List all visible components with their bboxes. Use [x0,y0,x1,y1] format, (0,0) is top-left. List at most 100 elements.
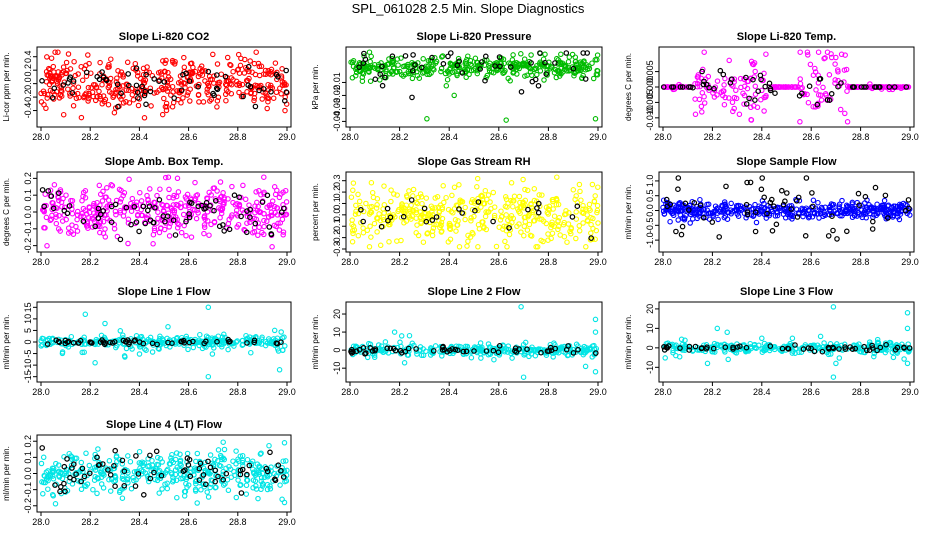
data-point [432,343,439,349]
data-point [102,320,108,327]
data-point-reference [283,89,290,95]
data-point-reference [402,348,409,355]
data-point-reference [264,468,271,475]
data-point-reference [668,84,675,90]
data-point [263,338,269,345]
data-point [181,80,187,86]
data-point-reference [535,209,542,216]
data-point-reference [903,84,910,90]
data-point [517,199,523,206]
data-point [786,84,792,90]
data-point-reference [496,342,503,349]
data-point [129,346,135,352]
data-point [92,360,98,366]
data-point [592,329,599,335]
data-point-reference [513,349,520,355]
data-point [369,189,376,196]
data-point [413,348,420,354]
data-point [394,56,401,62]
data-point [256,72,263,79]
panel-title: Slope Line 3 Flow [740,286,833,298]
data-point-reference [482,53,489,60]
data-point [408,216,414,222]
data-point [102,226,108,232]
data-point [899,84,906,90]
data-point [427,348,434,354]
data-point-reference [73,471,79,478]
data-point [582,363,589,370]
data-point-reference [133,65,140,72]
data-point-reference [244,471,250,478]
data-point [843,66,850,73]
data-point [714,325,721,332]
data-point [205,470,212,476]
data-point [443,83,450,89]
data-point-reference [121,468,128,475]
data-point-reference [730,344,736,351]
data-point-reference [263,465,270,472]
data-point [108,56,114,62]
data-point [160,58,166,64]
data-point [151,225,158,232]
data-point [500,226,506,232]
data-point [78,341,85,347]
data-point [509,355,515,361]
data-point-reference [405,345,412,352]
data-point-reference [800,346,807,352]
data-point [672,206,679,213]
data-point [120,332,126,338]
data-point [142,77,149,83]
data-points [38,49,290,121]
data-point [133,199,140,205]
data-point [474,70,481,77]
data-point [837,212,843,219]
data-point-reference [722,344,729,351]
data-point [278,212,284,218]
x-tick-label: 28.4 [131,257,149,267]
data-point [211,345,217,351]
data-point-reference [378,223,385,230]
x-tick-label: 28.0 [654,257,672,267]
data-point [46,81,53,88]
data-point [266,202,272,209]
data-point [367,223,373,230]
x-tick-label: 28.4 [440,387,458,397]
data-point-reference [92,223,99,230]
data-point [374,196,381,202]
data-point [196,99,202,105]
data-point [705,201,712,208]
data-point-reference [67,74,74,81]
data-point-reference [226,226,233,233]
x-tick-label: 28.4 [131,387,149,397]
y-tick-label: -10 [645,361,655,374]
data-point [230,68,236,75]
data-point [206,471,213,477]
data-point [279,216,286,223]
data-point-reference [186,78,193,84]
data-point [189,70,196,77]
data-point [81,334,87,341]
y-tick-label: 10 [332,327,342,337]
data-point [256,63,263,70]
data-point-reference [187,199,193,206]
data-point [124,59,131,66]
data-point [752,83,759,90]
y-tick-label: -0.2 [23,89,33,105]
data-point [467,57,474,64]
data-point-reference [429,217,436,223]
data-point [96,88,102,95]
data-point [429,232,436,239]
data-point-reference [780,201,787,208]
data-point [174,494,180,501]
data-point [220,471,226,478]
x-tick-label: 28.4 [131,517,149,527]
data-point-reference [836,346,842,352]
data-point [413,199,420,206]
data-point-reference [259,199,266,205]
data-point [156,490,162,496]
data-point [382,339,389,345]
data-point [667,218,673,225]
data-point [206,339,213,345]
data-point [125,240,131,247]
data-point [359,78,366,84]
